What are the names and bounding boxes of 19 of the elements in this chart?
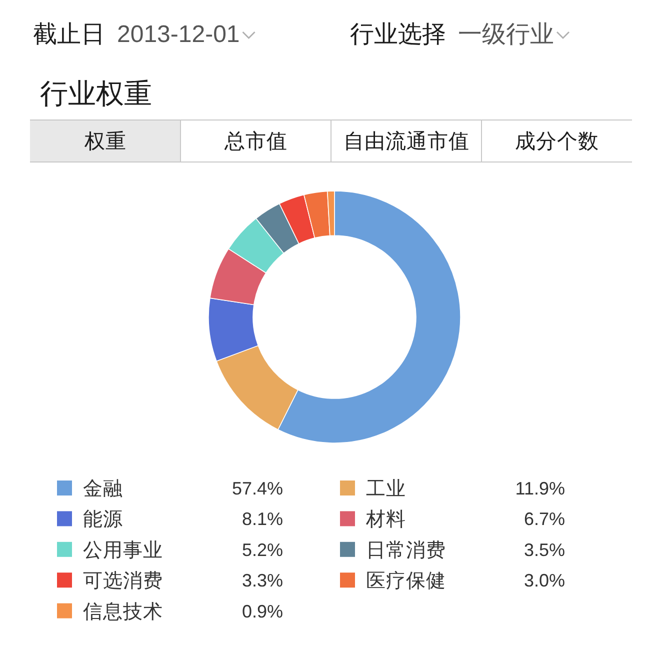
legend-label: 公用事业 <box>83 539 163 562</box>
legend-label: 医疗保健 <box>366 570 446 592</box>
legend-label: 能源 <box>83 508 123 531</box>
legend-label: 信息技术 <box>83 600 163 623</box>
data-label: 5.2% <box>242 540 283 560</box>
legend-label: 金融 <box>83 478 123 500</box>
data-label: 3.5% <box>524 540 565 560</box>
data-label: 6.7% <box>524 509 565 530</box>
chart-title: 行业权重 <box>40 78 152 109</box>
legend-label: 工业 <box>366 478 406 500</box>
legend-label: 日常消费 <box>366 539 446 562</box>
data-label: 11.9% <box>515 478 565 498</box>
data-label: 3.3% <box>242 570 283 591</box>
legend-label: 可选消费 <box>83 570 163 592</box>
data-label: 8.1% <box>242 509 283 530</box>
data-label: 0.9% <box>242 601 283 622</box>
legend-label: 材料 <box>365 508 406 531</box>
data-label: 57.4% <box>232 478 283 498</box>
data-label: 3.0% <box>524 570 565 591</box>
